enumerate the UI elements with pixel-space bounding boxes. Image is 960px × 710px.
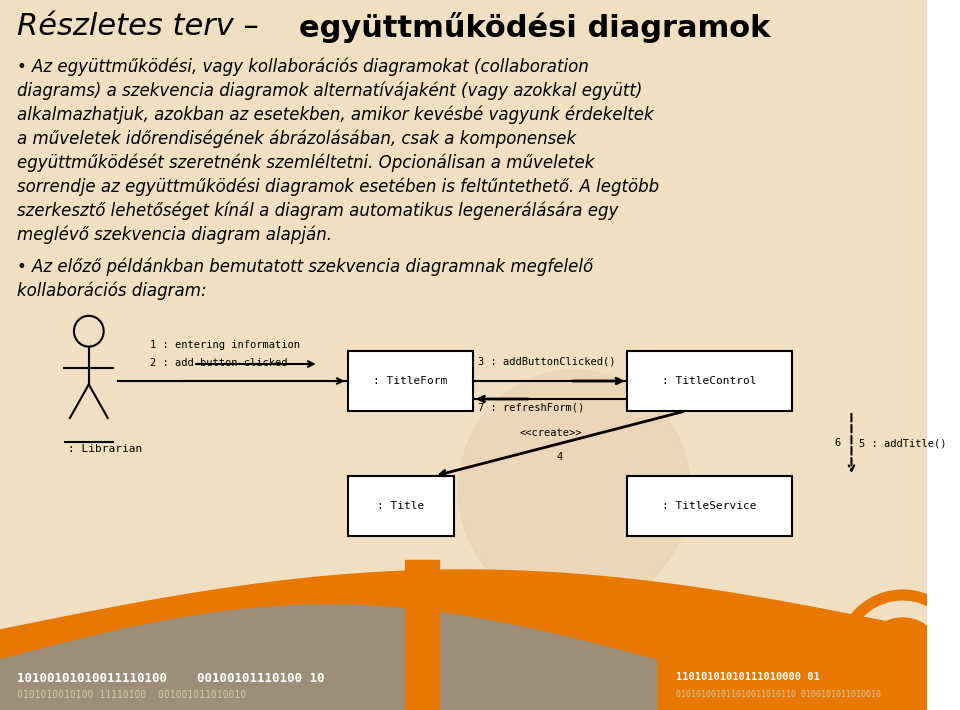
Text: diagrams) a szekvencia diagramok alternatívájaként (vagy azokkal együtt): diagrams) a szekvencia diagramok alterna… — [17, 82, 643, 101]
Text: : Librarian: : Librarian — [67, 444, 142, 454]
Text: 6: 6 — [834, 439, 840, 449]
Text: a műveletek időrendiségének ábrázolásában, csak a komponensek: a műveletek időrendiségének ábrázolásába… — [17, 130, 577, 148]
Text: együttműködését szeretnénk szemléltetni. Opcionálisan a műveletek: együttműködését szeretnénk szemléltetni.… — [17, 154, 595, 173]
Polygon shape — [0, 570, 926, 710]
Text: : TitleControl: : TitleControl — [662, 376, 756, 386]
Polygon shape — [0, 605, 657, 710]
Text: 1 : entering information: 1 : entering information — [150, 340, 300, 350]
Text: 5 : addTitle(): 5 : addTitle() — [859, 439, 947, 449]
Text: 4: 4 — [557, 452, 563, 462]
Text: 7 : refreshForm(): 7 : refreshForm() — [478, 402, 584, 412]
Text: • Az együttműködési, vagy kollaborációs diagramokat (collaboration: • Az együttműködési, vagy kollaborációs … — [17, 58, 589, 77]
Text: • Az előző példánkban bemutatott szekvencia diagramnak megfelelő: • Az előző példánkban bemutatott szekven… — [17, 258, 593, 276]
Circle shape — [862, 618, 943, 702]
Text: alkalmazhatjuk, azokban az esetekben, amikor kevésbé vagyunk érdekeltek: alkalmazhatjuk, azokban az esetekben, am… — [17, 106, 654, 124]
Text: 2 : add button clicked: 2 : add button clicked — [150, 358, 287, 368]
Text: együttműködési diagramok: együttműködési diagramok — [300, 12, 771, 43]
Text: sorrendje az együttműködési diagramok esetében is feltűntethető. A legtöbb: sorrendje az együttműködési diagramok es… — [17, 178, 660, 197]
Text: 11010101010111010000 01: 11010101010111010000 01 — [676, 672, 820, 682]
Text: 10100101010011110100    00100101110100 10: 10100101010011110100 00100101110100 10 — [17, 672, 324, 685]
Polygon shape — [348, 351, 473, 411]
Polygon shape — [348, 476, 454, 536]
Text: 3 : addButtonClicked(): 3 : addButtonClicked() — [478, 357, 615, 367]
Polygon shape — [0, 0, 926, 710]
Text: meglévő szekvencia diagram alapján.: meglévő szekvencia diagram alapján. — [17, 226, 332, 244]
Text: kollaborációs diagram:: kollaborációs diagram: — [17, 282, 207, 300]
Text: 0101010010100 11110100  001001011010010: 0101010010100 11110100 001001011010010 — [17, 690, 247, 700]
Text: <<create>>: <<create>> — [519, 429, 582, 439]
Text: szerkesztő lehetőséget kínál a diagram automatikus legenerálására egy: szerkesztő lehetőséget kínál a diagram a… — [17, 202, 619, 221]
Circle shape — [459, 370, 690, 610]
Text: : Title: : Title — [377, 501, 424, 511]
Text: : TitleForm: : TitleForm — [373, 376, 447, 386]
Polygon shape — [628, 476, 792, 536]
Text: : TitleService: : TitleService — [662, 501, 756, 511]
Text: Részletes terv –: Részletes terv – — [17, 12, 269, 41]
Text: 010101001011010011010110 0100101011010010: 010101001011010011010110 010010101101001… — [676, 690, 880, 699]
Polygon shape — [405, 560, 440, 710]
Polygon shape — [628, 351, 792, 411]
